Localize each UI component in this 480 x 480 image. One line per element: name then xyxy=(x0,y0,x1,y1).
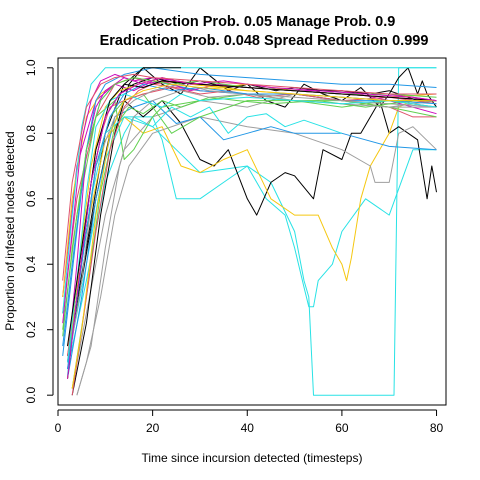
plot-frame xyxy=(57,57,447,406)
y-tick-label: 0.8 xyxy=(24,125,38,142)
x-tick-label: 80 xyxy=(430,421,444,435)
series-line-22 xyxy=(71,67,181,396)
series-line-31 xyxy=(67,80,437,347)
series-line-1 xyxy=(67,67,437,396)
series-group xyxy=(62,67,437,396)
y-tick-label: 0.0 xyxy=(24,387,38,404)
chart-title-line-1: Detection Prob. 0.05 Manage Prob. 0.9 xyxy=(133,14,396,30)
y-axis-title: Proportion of infested nodes detected xyxy=(3,131,17,330)
y-tick-label: 0.2 xyxy=(24,321,38,338)
chart-title-line-2: Eradication Prob. 0.048 Spread Reduction… xyxy=(100,33,429,49)
series-line-32 xyxy=(71,83,437,389)
y-axis: 0.0 0.2 0.4 0.6 0.8 1.0 xyxy=(24,59,54,404)
series-line-12 xyxy=(62,93,437,330)
series-line-5 xyxy=(67,100,437,347)
series-line-21 xyxy=(71,96,437,389)
x-tick-label: 60 xyxy=(335,421,349,435)
x-tick-label: 0 xyxy=(55,421,62,435)
series-line-6 xyxy=(76,116,437,396)
x-axis: 0 20 40 60 80 xyxy=(55,409,444,435)
x-axis-title: Time since incursion detected (timesteps… xyxy=(142,451,363,465)
y-tick-label: 1.0 xyxy=(24,59,38,76)
series-line-33 xyxy=(67,77,437,379)
y-tick-label: 0.4 xyxy=(24,256,38,273)
y-tick-label: 0.6 xyxy=(24,190,38,207)
series-line-24 xyxy=(67,106,343,376)
series-line-34 xyxy=(62,73,437,281)
series-line-2 xyxy=(67,116,437,363)
series-line-20 xyxy=(62,67,437,356)
x-tick-label: 40 xyxy=(241,421,255,435)
series-line-30 xyxy=(67,93,437,363)
x-tick-label: 20 xyxy=(146,421,160,435)
